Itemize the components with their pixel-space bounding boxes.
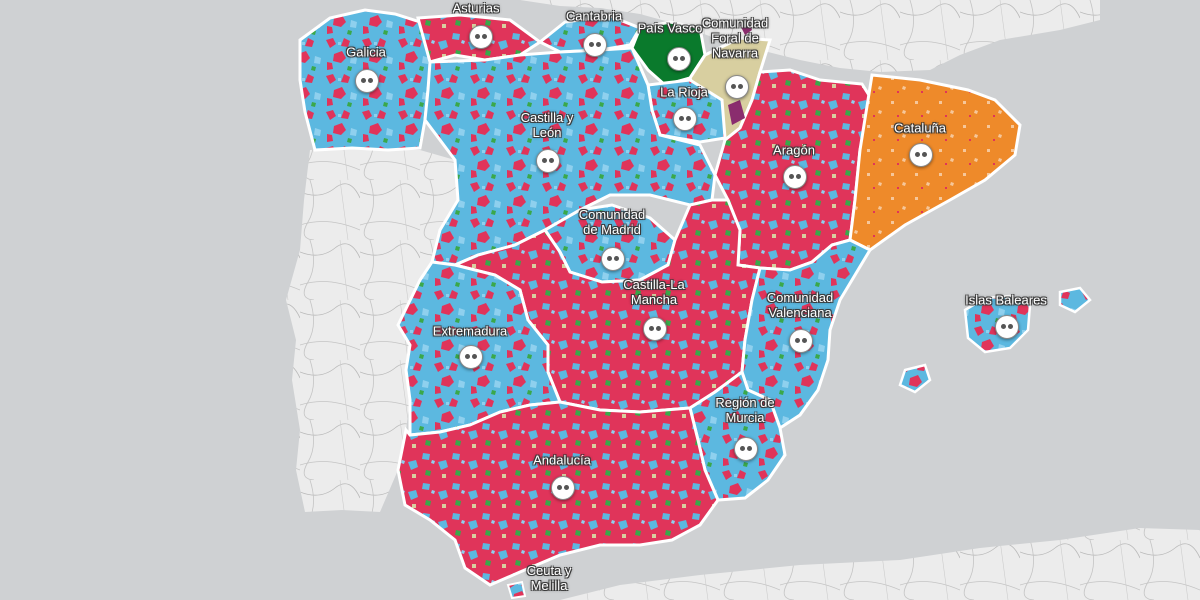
face-marker-icon bbox=[794, 338, 808, 343]
face-marker-icon bbox=[648, 326, 662, 331]
region-marker-andalucia[interactable] bbox=[551, 476, 575, 500]
face-marker-icon bbox=[360, 78, 374, 83]
podemos-patch bbox=[740, 20, 752, 35]
region-marker-madrid[interactable] bbox=[601, 247, 625, 271]
region-marker-murcia[interactable] bbox=[734, 437, 758, 461]
region-marker-cataluna[interactable] bbox=[909, 143, 933, 167]
region-marker-la-rioja[interactable] bbox=[673, 107, 697, 131]
region-marker-pais-vasco[interactable] bbox=[667, 47, 691, 71]
face-marker-icon bbox=[588, 42, 602, 47]
region-marker-castilla-la-mancha[interactable] bbox=[643, 317, 667, 341]
region-marker-aragon[interactable] bbox=[783, 165, 807, 189]
face-marker-icon bbox=[606, 256, 620, 261]
face-marker-icon bbox=[914, 152, 928, 157]
region-shape-menorca[interactable] bbox=[1058, 286, 1092, 314]
region-marker-comunidad-valenciana[interactable] bbox=[789, 329, 813, 353]
face-marker-icon bbox=[672, 56, 686, 61]
region-marker-asturias[interactable] bbox=[469, 25, 493, 49]
face-marker-icon bbox=[730, 84, 744, 89]
region-marker-castilla-y-leon[interactable] bbox=[536, 149, 560, 173]
face-marker-icon bbox=[788, 174, 802, 179]
region-marker-galicia[interactable] bbox=[355, 69, 379, 93]
face-marker-icon bbox=[474, 34, 488, 39]
region-shape-cataluna[interactable] bbox=[848, 73, 1022, 252]
africa-landmass bbox=[560, 528, 1200, 600]
region-shape-castilla-y-leon[interactable] bbox=[423, 46, 717, 267]
region-shape-ibiza[interactable] bbox=[898, 363, 932, 394]
face-marker-icon bbox=[1000, 324, 1014, 329]
portugal-landmass bbox=[286, 148, 458, 512]
podemos-patch bbox=[728, 100, 745, 125]
region-marker-islas-baleares[interactable] bbox=[995, 315, 1019, 339]
region-marker-navarra[interactable] bbox=[725, 75, 749, 99]
france-landmass bbox=[520, 0, 1100, 72]
region-shape-ceuta[interactable] bbox=[506, 580, 527, 600]
region-marker-extremadura[interactable] bbox=[459, 345, 483, 369]
face-marker-icon bbox=[464, 354, 478, 359]
face-marker-icon bbox=[541, 158, 555, 163]
face-marker-icon bbox=[678, 116, 692, 121]
face-marker-icon bbox=[739, 446, 753, 451]
region-marker-cantabria[interactable] bbox=[583, 33, 607, 57]
face-marker-icon bbox=[556, 485, 570, 490]
